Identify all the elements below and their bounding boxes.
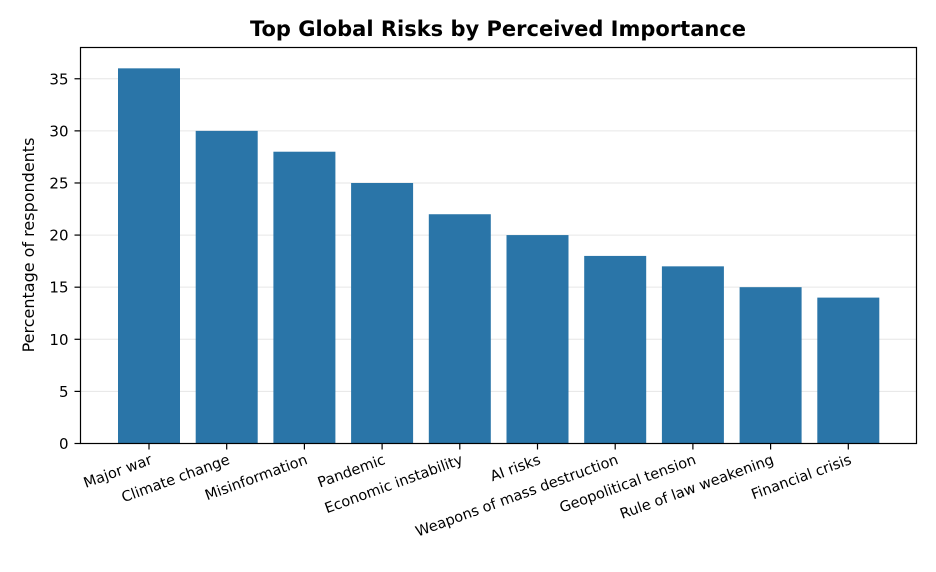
y-tick-label: 15 — [49, 279, 68, 297]
bar — [506, 235, 569, 444]
bar — [428, 214, 491, 444]
y-tick-label: 5 — [59, 383, 69, 401]
bar — [739, 287, 802, 444]
bar — [195, 130, 258, 444]
bar — [584, 255, 647, 444]
bar — [351, 182, 414, 444]
chart-title: Top Global Risks by Perceived Importance — [250, 17, 746, 41]
y-tick-label: 25 — [49, 174, 68, 192]
x-tick-label: Economic instability — [323, 452, 466, 517]
y-tick-label: 0 — [59, 435, 69, 453]
bar — [661, 266, 724, 444]
x-tick-label: AI risks — [488, 452, 543, 485]
y-tick-label: 30 — [49, 122, 68, 140]
y-tick-label: 10 — [49, 331, 68, 349]
bar — [273, 151, 336, 444]
y-tick-label: 20 — [49, 227, 68, 245]
y-axis-label: Percentage of respondents — [19, 138, 38, 353]
plot-frame — [79, 46, 918, 445]
bar — [817, 297, 880, 444]
y-tick-label: 35 — [49, 70, 68, 88]
y-axis-ticks: 0 5 10 15 20 25 30 35 — [49, 70, 81, 453]
bars — [118, 68, 880, 444]
bar — [118, 68, 180, 444]
